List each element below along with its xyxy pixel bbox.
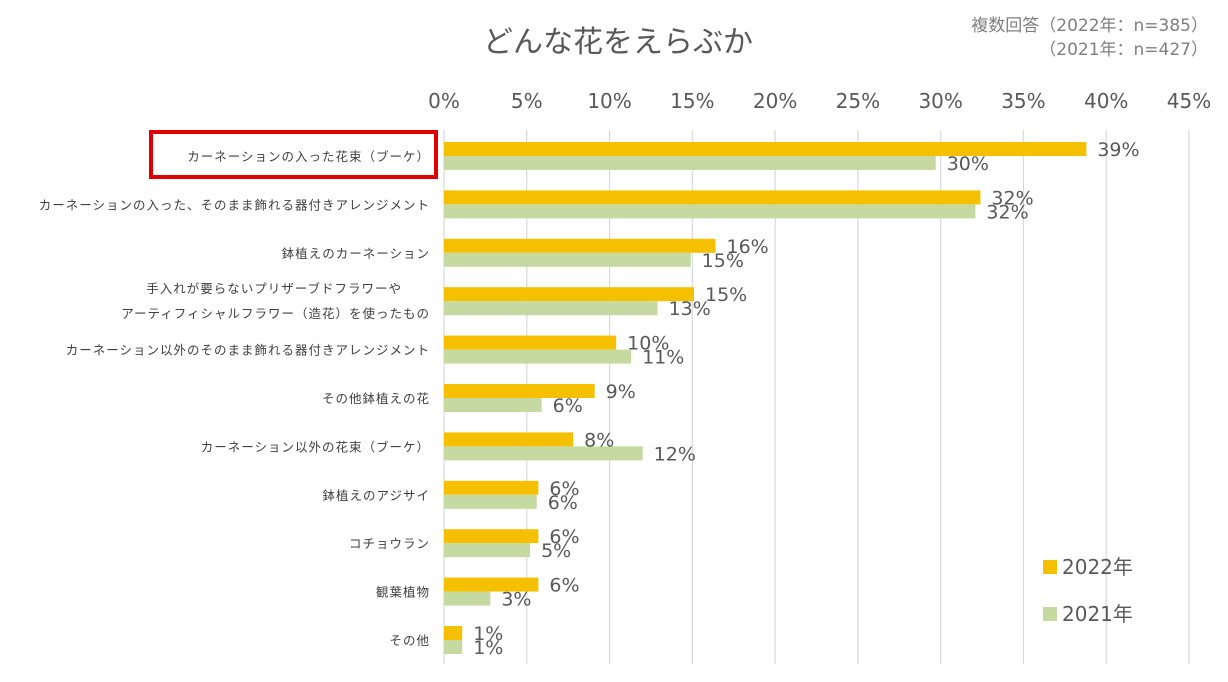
- data-label: 39%: [1097, 139, 1139, 161]
- category-label: 鉢植えのアジサイ: [322, 488, 430, 503]
- data-label: 6%: [553, 395, 583, 417]
- x-tick-label: 5%: [511, 89, 543, 113]
- bar-2021年: [444, 156, 936, 170]
- data-label: 5%: [541, 540, 571, 562]
- legend-swatch: [1043, 560, 1057, 574]
- bar-2021年: [444, 446, 643, 461]
- legend-swatch: [1043, 607, 1057, 621]
- x-axis-ticks: 0% 5% 10% 15% 20% 25% 30% 35% 40% 45%: [428, 89, 1211, 113]
- x-tick-label: 15%: [670, 89, 714, 113]
- x-tick-label: 40%: [1084, 89, 1128, 113]
- x-tick-label: 0%: [428, 89, 460, 113]
- category-label-line: 手入れが要らないプリザーブドフラワーや: [146, 281, 402, 296]
- highlight-box: [149, 130, 438, 179]
- bar-2022年: [444, 335, 617, 350]
- data-label: 1%: [473, 637, 503, 659]
- data-label: 30%: [947, 153, 989, 175]
- bar-2021年: [444, 398, 542, 412]
- bar-2021年: [444, 252, 691, 267]
- bar-2021年: [444, 640, 463, 654]
- sample-size-note-2022: 複数回答（2022年：n=385）: [971, 16, 1208, 36]
- bar-2021年: [444, 591, 491, 606]
- x-tick-label: 45%: [1167, 89, 1211, 113]
- data-label: 15%: [705, 284, 747, 306]
- x-tick-label: 25%: [836, 89, 880, 113]
- data-labels: 39%32%16%15%10%9%8%6%6%6%1%30%32%15%13%1…: [473, 139, 1139, 659]
- bar-2022年: [444, 577, 539, 592]
- legend-label: 2022年: [1062, 555, 1133, 579]
- gridlines: [443, 130, 1190, 664]
- legend: 2022年 2021年: [1043, 555, 1133, 626]
- bar-2022年: [444, 432, 574, 447]
- category-label: 観葉植物: [376, 585, 430, 600]
- data-label: 6%: [549, 575, 579, 597]
- x-tick-label: 20%: [753, 89, 797, 113]
- bar-2021年: [444, 543, 531, 558]
- legend-label: 2021年: [1062, 602, 1133, 626]
- category-label: その他: [389, 633, 430, 648]
- data-label: 6%: [548, 492, 578, 514]
- data-label: 13%: [669, 298, 711, 320]
- data-label: 3%: [501, 589, 531, 611]
- x-tick-label: 10%: [587, 89, 631, 113]
- sample-size-note-2021: （2021年：n=427）: [1039, 40, 1208, 60]
- bar-2022年: [444, 190, 981, 205]
- bar-2022年: [444, 287, 694, 302]
- bar-2022年: [444, 480, 539, 495]
- data-label: 10%: [627, 333, 669, 355]
- category-label: カーネーション以外のそのまま飾れる器付きアレンジメント: [66, 343, 430, 358]
- data-label: 8%: [584, 429, 614, 451]
- bar-2022年: [444, 238, 716, 253]
- data-label: 9%: [606, 381, 636, 403]
- data-label: 6%: [549, 526, 579, 548]
- bar-2022年: [444, 384, 595, 398]
- data-label: 11%: [642, 347, 684, 369]
- bar-2022年: [444, 142, 1087, 156]
- data-label: 32%: [986, 201, 1028, 223]
- data-label: 12%: [654, 443, 696, 465]
- bar-2021年: [444, 301, 658, 316]
- x-tick-label: 35%: [1001, 89, 1045, 113]
- category-labels: カーネーションの入った花束（ブーケ） カーネーションの入った、そのまま飾れる器付き…: [39, 130, 438, 648]
- chart-title: どんな花をえらぶか: [483, 25, 753, 60]
- category-label: カーネーション以外の花束（ブーケ）: [201, 439, 430, 454]
- category-label: カーネーションの入った花束（ブーケ）: [187, 149, 430, 164]
- data-label: 32%: [991, 187, 1033, 209]
- category-label: 鉢植えのカーネーション: [282, 246, 430, 261]
- bar-2021年: [444, 494, 537, 509]
- data-label: 16%: [727, 236, 769, 258]
- bars: [444, 142, 1087, 654]
- bar-2021年: [444, 204, 976, 219]
- bar-2022年: [444, 529, 539, 544]
- x-tick-label: 30%: [918, 89, 962, 113]
- bar-2021年: [444, 349, 632, 364]
- category-label: コチョウラン: [349, 536, 430, 551]
- data-label: 1%: [473, 623, 503, 645]
- category-label-line: アーティフィシャルフラワー（造花）を使ったもの: [121, 306, 430, 321]
- data-label: 6%: [549, 478, 579, 500]
- bar-2022年: [444, 626, 463, 640]
- category-label: カーネーションの入った、そのまま飾れる器付きアレンジメント: [39, 197, 430, 212]
- data-label: 15%: [702, 250, 744, 272]
- category-label: その他鉢植えの花: [322, 391, 430, 406]
